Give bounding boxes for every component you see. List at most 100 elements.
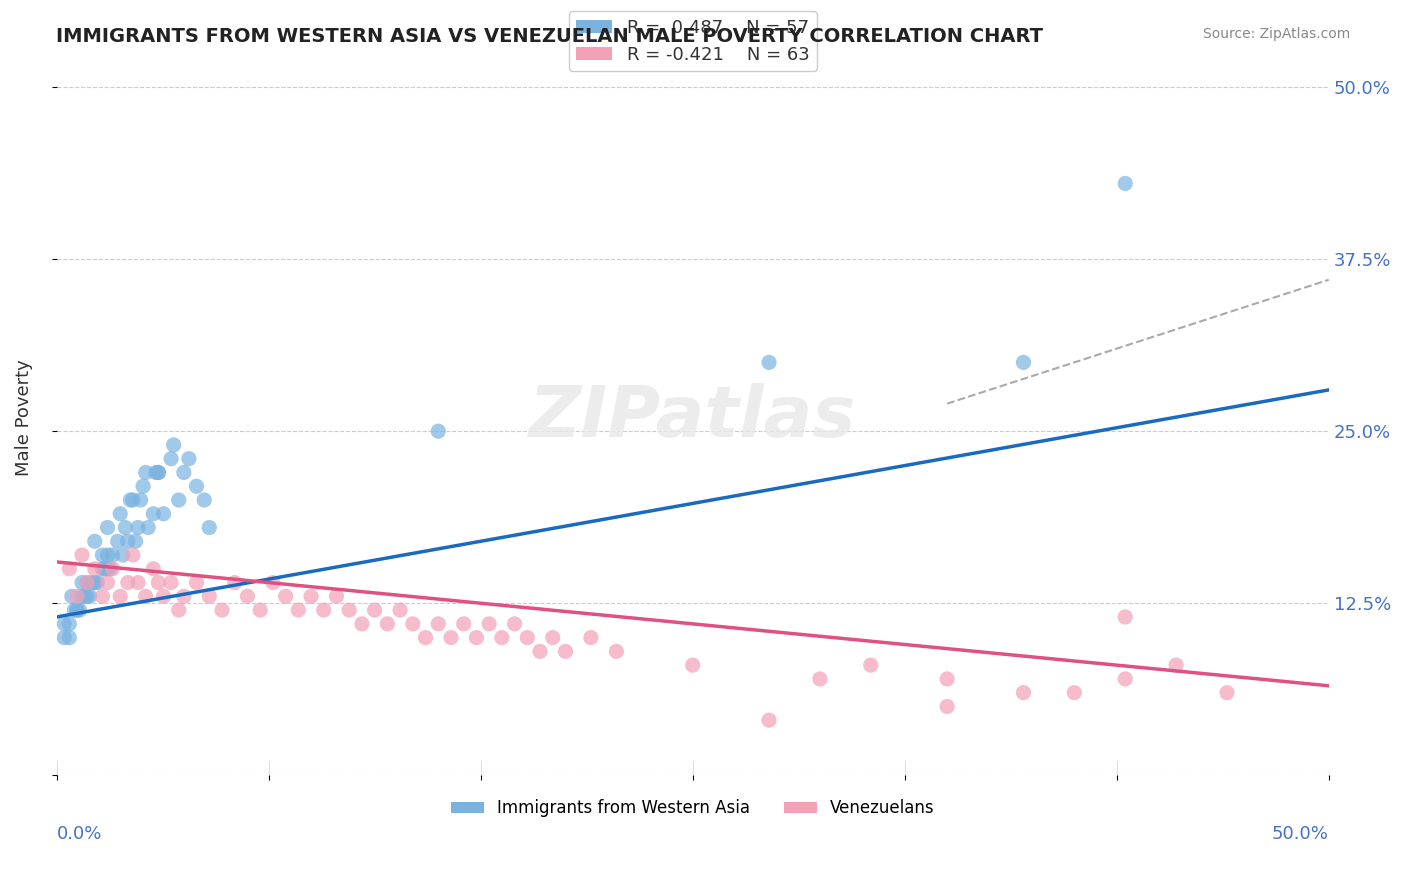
Point [440,631,463,645]
Point [53,631,76,645]
Point [173,590,195,604]
Point [124,534,146,549]
Point [91,590,114,604]
Point [79,590,101,604]
Point [69,603,91,617]
Point [94,562,117,576]
Point [101,562,124,576]
Point [148,575,170,590]
Point [249,603,271,617]
Point [82,575,104,590]
Point [70,548,93,562]
Point [1012,686,1035,700]
Point [83,562,105,576]
Point [198,590,221,604]
Point [163,438,186,452]
Point [491,631,513,645]
Point [377,616,399,631]
Point [96,520,118,534]
Point [96,548,118,562]
Y-axis label: Male Poverty: Male Poverty [15,359,32,475]
Point [142,507,165,521]
Point [91,562,114,576]
Point [1164,658,1187,673]
Point [936,672,959,686]
Point [66,603,89,617]
Text: ZIPatlas: ZIPatlas [529,383,856,452]
Point [148,466,170,480]
Point [478,616,501,631]
Point [152,590,174,604]
Point [98,562,121,576]
Point [186,575,208,590]
Point [70,590,93,604]
Point [58,562,80,576]
Point [86,575,108,590]
Point [516,631,538,645]
Point [427,424,450,438]
Point [1114,672,1136,686]
Point [167,493,190,508]
Point [198,520,221,534]
Point [312,603,335,617]
Point [132,479,155,493]
Point [160,575,183,590]
Point [122,548,145,562]
Point [177,451,200,466]
Point [859,658,882,673]
Point [96,562,118,576]
Point [299,590,322,604]
Point [224,575,246,590]
Point [83,575,105,590]
Point [325,590,347,604]
Point [465,631,488,645]
Point [58,631,80,645]
Point [135,466,157,480]
Point [262,575,284,590]
Point [758,355,780,369]
Point [135,590,157,604]
Point [114,520,136,534]
Point [160,451,183,466]
Point [427,616,450,631]
Point [60,590,83,604]
Point [453,616,475,631]
Point [211,603,233,617]
Point [120,493,142,508]
Point [503,616,526,631]
Point [145,466,167,480]
Point [389,603,412,617]
Point [186,479,208,493]
Point [236,590,259,604]
Point [1012,355,1035,369]
Point [91,548,114,562]
Point [110,590,132,604]
Point [101,548,124,562]
Point [579,631,602,645]
Point [541,631,564,645]
Point [76,590,98,604]
Point [167,603,190,617]
Point [111,548,134,562]
Point [83,534,105,549]
Point [173,466,195,480]
Point [142,562,165,576]
Point [152,507,174,521]
Point [363,603,385,617]
Point [117,575,139,590]
Point [127,575,149,590]
Legend: Immigrants from Western Asia, Venezuelans: Immigrants from Western Asia, Venezuelan… [444,793,942,824]
Point [415,631,437,645]
Point [136,520,159,534]
Point [122,493,145,508]
Point [1114,177,1136,191]
Point [274,590,297,604]
Point [66,590,89,604]
Point [1063,686,1085,700]
Text: 0.0%: 0.0% [56,825,103,843]
Text: IMMIGRANTS FROM WESTERN ASIA VS VENEZUELAN MALE POVERTY CORRELATION CHART: IMMIGRANTS FROM WESTERN ASIA VS VENEZUEL… [56,27,1043,45]
Point [605,644,627,658]
Point [76,575,98,590]
Point [66,603,89,617]
Point [529,644,551,658]
